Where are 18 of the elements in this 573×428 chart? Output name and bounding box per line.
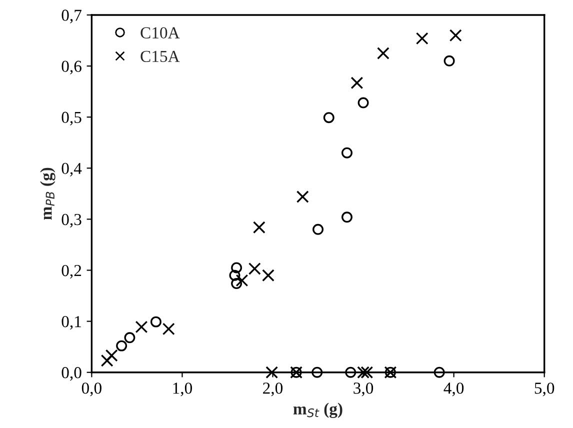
y-tick-label: 0,6 — [62, 60, 82, 74]
y-axis-title: m$_{PB}$ (g) — [40, 168, 56, 220]
legend-label: C15A — [140, 50, 180, 62]
x-tick-label: 0,0 — [82, 382, 102, 396]
y-tick-label: 0,5 — [62, 112, 82, 126]
y-tick-label: 0,7 — [62, 10, 82, 24]
x-tick-label: 2,0 — [263, 382, 283, 396]
y-tick-label: 0,0 — [62, 367, 82, 381]
y-tick-label: 0,2 — [62, 264, 82, 279]
y-tick-label: 0,3 — [62, 214, 82, 228]
x-tick-label: 1,0 — [173, 382, 192, 396]
y-tick-label: 0,1 — [62, 316, 81, 330]
x-tick-label: 5,0 — [534, 382, 554, 396]
x-tick-label: 3,0 — [354, 382, 374, 396]
x-tick-label: 4,0 — [444, 382, 464, 396]
x-axis-title: m$_{St}$ (g) — [293, 402, 342, 418]
y-tick-label: 0,4 — [62, 162, 82, 176]
legend-label: C10A — [140, 27, 180, 38]
